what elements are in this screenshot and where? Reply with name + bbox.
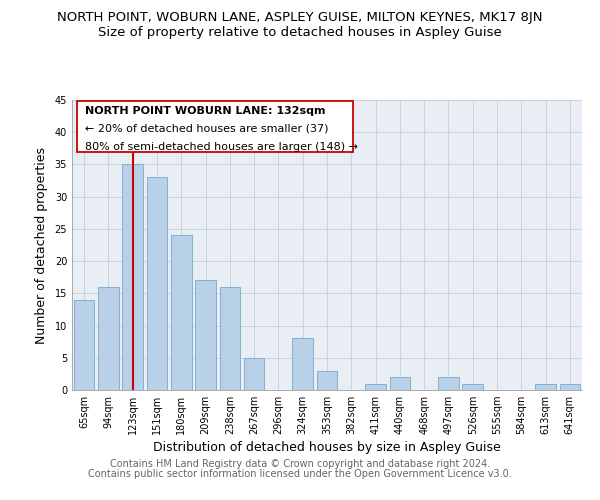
Bar: [535, 384, 556, 390]
Bar: [98, 287, 119, 390]
Text: 80% of semi-detached houses are larger (148) →: 80% of semi-detached houses are larger (…: [85, 142, 358, 152]
Bar: [463, 384, 483, 390]
Text: ← 20% of detached houses are smaller (37): ← 20% of detached houses are smaller (37…: [85, 124, 328, 134]
Text: NORTH POINT, WOBURN LANE, ASPLEY GUISE, MILTON KEYNES, MK17 8JN: NORTH POINT, WOBURN LANE, ASPLEY GUISE, …: [57, 11, 543, 24]
Bar: [146, 178, 167, 390]
Bar: [220, 287, 240, 390]
Bar: [195, 280, 216, 390]
Text: Contains HM Land Registry data © Crown copyright and database right 2024.: Contains HM Land Registry data © Crown c…: [110, 459, 490, 469]
Bar: [244, 358, 265, 390]
Text: Size of property relative to detached houses in Aspley Guise: Size of property relative to detached ho…: [98, 26, 502, 39]
Bar: [365, 384, 386, 390]
Bar: [438, 377, 459, 390]
Bar: [292, 338, 313, 390]
FancyBboxPatch shape: [77, 102, 353, 152]
Text: NORTH POINT WOBURN LANE: 132sqm: NORTH POINT WOBURN LANE: 132sqm: [85, 106, 325, 116]
Y-axis label: Number of detached properties: Number of detached properties: [35, 146, 47, 344]
Bar: [122, 164, 143, 390]
Bar: [74, 300, 94, 390]
Bar: [171, 236, 191, 390]
X-axis label: Distribution of detached houses by size in Aspley Guise: Distribution of detached houses by size …: [153, 442, 501, 454]
Bar: [317, 370, 337, 390]
Bar: [389, 377, 410, 390]
Bar: [560, 384, 580, 390]
Text: Contains public sector information licensed under the Open Government Licence v3: Contains public sector information licen…: [88, 469, 512, 479]
